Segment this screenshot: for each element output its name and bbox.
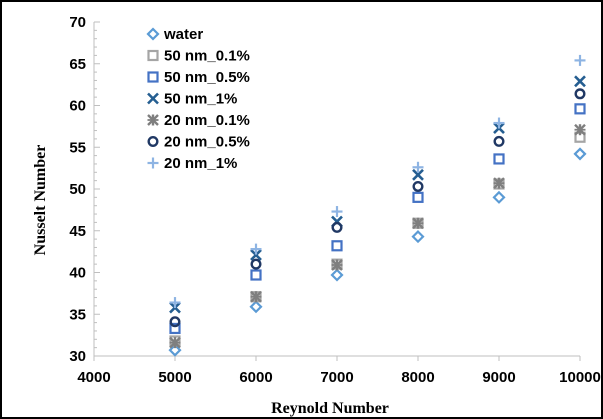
legend-item: 20 nm_0.1% [147,112,250,129]
y-tick-label: 60 [69,98,86,115]
data-point [331,221,343,233]
data-point [331,240,343,252]
data-point [330,268,344,282]
y-tick-label: 35 [69,306,86,323]
legend-marker [147,71,159,83]
y-tick-label: 70 [69,14,86,31]
data-point [574,123,586,136]
legend-marker [147,157,159,169]
y-tick-label: 65 [69,56,86,73]
legend-item: 20 nm_0.5% [147,134,250,151]
data-point [412,168,424,181]
legend-label: 20 nm_1% [164,155,237,172]
data-point [412,217,424,230]
data-point [492,190,506,204]
x-axis-title: Reynold Number [271,400,389,417]
data-point [574,88,586,100]
y-tick-label: 45 [69,223,86,240]
legend: water 50 nm_0.1% 50 nm_0.5% 50 nm_1% 20 nm_0… [146,26,250,172]
data-point [250,290,262,303]
legend-marker [147,92,159,105]
data-point [249,300,263,314]
data-point [169,297,181,309]
series-0 [168,147,587,357]
legend-marker [146,27,160,41]
data-point [493,117,505,129]
data-point [412,191,424,203]
data-point [574,103,586,115]
data-point [493,177,505,190]
data-point [412,161,424,173]
data-point [493,153,505,165]
legend-item: water [146,26,203,43]
x-tick-label: 10000 [559,369,601,386]
legend-marker [147,135,159,147]
y-tick-label: 50 [69,181,86,198]
x-tick-label: 8000 [401,369,434,386]
data-point [250,243,262,255]
data-point [412,180,424,192]
data-point [331,259,343,271]
x-tick-label: 5000 [158,369,191,386]
legend-label: 20 nm_0.1% [164,112,250,129]
x-tick-label: 9000 [482,369,515,386]
x-tick-label: 4000 [77,369,110,386]
legend-marker [147,49,159,62]
x-tick-label: 7000 [320,369,353,386]
data-point [168,343,182,357]
data-point [169,316,181,328]
x-tick-label: 6000 [239,369,272,386]
data-point [411,230,425,244]
data-point [574,54,586,66]
y-tick-label: 55 [69,139,86,156]
data-point [331,206,343,218]
data-point [169,336,181,349]
data-point [250,249,262,261]
data-point [169,322,181,335]
data-point [250,269,262,281]
series-4 [169,123,586,349]
series-5 [169,88,586,328]
legend-label: 50 nm_0.5% [164,69,250,86]
y-tick-label: 30 [69,348,86,365]
series-2 [169,103,586,335]
data-point [250,258,262,270]
legend-label: 20 nm_0.5% [164,134,250,151]
data-point [573,147,587,161]
legend-label: water [163,26,203,43]
legend-item: 50 nm_0.1% [147,48,250,65]
legend-item: 50 nm_0.5% [147,69,250,86]
legend-item: 50 nm_1% [147,91,237,108]
legend-label: 50 nm_0.1% [164,48,250,65]
legend-label: 50 nm_1% [164,91,237,108]
legend-marker [147,114,159,126]
y-axis-title: Nusselt Number [32,145,49,256]
y-tick-label: 40 [69,265,86,282]
data-point [574,75,586,88]
points-layer [168,54,587,357]
series-6 [169,54,586,309]
legend-item: 20 nm_1% [147,155,237,172]
data-point [493,135,505,147]
ticks-layer: 30 35 40 45 50 55 60 65 70 4000 5000 6000 7000 8000 90… [69,14,601,386]
